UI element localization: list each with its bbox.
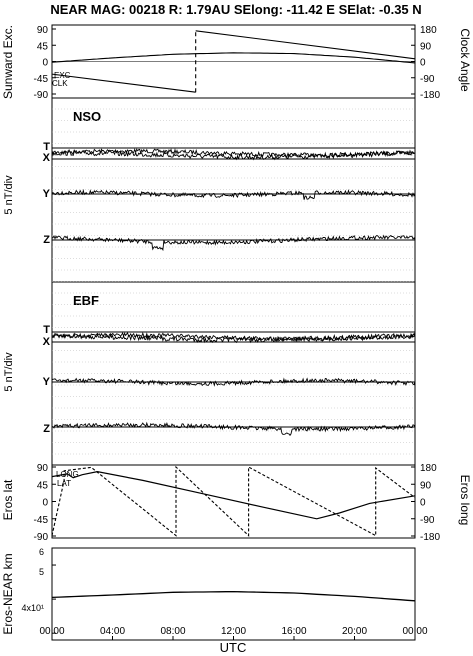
clk-curve-label: CLK: [52, 79, 68, 88]
eros-right-tick: -180: [420, 532, 440, 543]
nso-panel-title: NSO: [73, 109, 101, 124]
nso-component-label-y: Y: [43, 188, 51, 200]
eros-right-tick: 0: [420, 498, 426, 509]
chart-title: NEAR MAG: 00218 R: 1.79AU SElong: -11.42…: [50, 2, 421, 17]
long-series-line: [51, 465, 416, 537]
nso-ylabel: 5 nT/div: [3, 175, 15, 215]
top-left-tick: 45: [37, 41, 49, 52]
eros-ylabel-right: Eros long: [458, 475, 472, 526]
dist-tick-4: 4x10¹: [21, 603, 44, 613]
dist-series-path: [51, 590, 416, 602]
eros-left-tick-labels: 90 45 0 -45 -90: [34, 463, 56, 543]
x-tick-label: 08:00: [160, 626, 185, 637]
top-right-tick: -180: [420, 90, 440, 101]
ebf-trace-z: [51, 421, 416, 437]
clk-series-line: [195, 30, 416, 60]
eros-right-tick: 180: [420, 463, 437, 474]
eros-left-tick: -90: [34, 532, 49, 543]
top-ylabel-right: Clock Angle: [458, 28, 472, 92]
dist-series-line: [51, 564, 416, 634]
nso-trace-x: [51, 149, 416, 161]
exc-series-line: [51, 52, 416, 64]
nso-component-label-x: X: [43, 152, 51, 164]
ebf-component-label-y: Y: [43, 376, 51, 388]
eros-right-tick: -90: [420, 515, 435, 526]
x-tick-label: 12:00: [221, 626, 246, 637]
dist-tick-5: 5: [39, 567, 44, 577]
nso-panel-frame: [51, 97, 416, 283]
ebf-component-label-t: T: [43, 324, 50, 336]
x-tick-label: 00:00: [402, 626, 427, 637]
lat-series-line: [51, 470, 416, 520]
top-left-tick: -90: [34, 90, 49, 101]
top-left-tick: -45: [34, 74, 49, 85]
top-left-tick: 90: [37, 25, 49, 36]
lat-curve-label: LAT: [57, 479, 71, 488]
ebf-panel-title: EBF: [73, 293, 99, 308]
x-tick-label: 20:00: [342, 626, 367, 637]
eros-left-tick: 0: [42, 498, 48, 509]
x-tick-label: 04:00: [100, 626, 125, 637]
nso-component-label-t: T: [43, 141, 50, 153]
nso-trace-y: [51, 188, 416, 200]
ebf-component-label-z: Z: [43, 423, 50, 435]
top-left-tick: 0: [42, 58, 48, 69]
eros-series-lines: [51, 465, 416, 537]
eros-left-tick: -45: [34, 515, 49, 526]
x-axis-tick-labels: 00:00 04:00 08:00 12:00 16:00 20:00 00:00: [39, 626, 428, 640]
top-left-tick-labels: 90 45 0 -45 -90: [34, 25, 56, 101]
dist-tick-6: 6: [39, 547, 44, 557]
nso-trace-z: [51, 234, 416, 252]
ebf-component-label-x: X: [43, 336, 51, 348]
top-right-tick: 0: [420, 58, 426, 69]
nso-traces: TX Y Z: [43, 108, 416, 282]
x-tick-label: 00:00: [39, 626, 64, 637]
eros-right-tick-labels: 180 90 0 -90 -180: [411, 463, 440, 543]
eros-right-tick: 90: [420, 480, 432, 491]
x-tick-label: 16:00: [281, 626, 306, 637]
ebf-trace-y: [51, 377, 416, 387]
top-ylabel-left: Sunward Exc.: [1, 25, 15, 99]
top-right-tick: 180: [420, 25, 437, 36]
clk-series-line: [51, 73, 196, 93]
nso-component-label-z: Z: [43, 234, 50, 246]
eros-left-tick: 90: [37, 463, 49, 474]
eros-left-tick: 45: [37, 480, 49, 491]
top-series-lines: [51, 30, 416, 93]
ebf-traces: TX Y Z: [43, 292, 416, 455]
x-axis-label: UTC: [220, 640, 247, 655]
top-right-tick: -90: [420, 74, 435, 85]
ebf-ylabel: 5 nT/div: [3, 352, 15, 392]
ebf-trace-x: [51, 332, 416, 344]
dist-ylabel: Eros-NEAR km: [1, 553, 15, 634]
top-right-tick: 90: [420, 41, 432, 52]
eros-ylabel-left: Eros lat: [1, 479, 15, 520]
